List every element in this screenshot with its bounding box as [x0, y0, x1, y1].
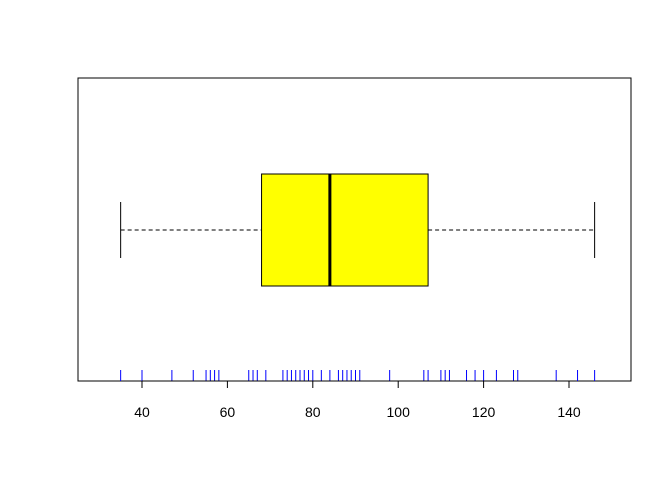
whisker-layer	[120, 202, 596, 258]
x-axis: 40 60 80 100 120 140	[134, 380, 581, 420]
x-tick-label: 80	[305, 404, 321, 420]
x-tick-label: 120	[472, 404, 496, 420]
rug-layer	[120, 370, 596, 381]
x-tick-label: 60	[220, 404, 236, 420]
box-layer	[261, 173, 429, 287]
iqr-box	[261, 173, 429, 287]
x-tick-label: 140	[557, 404, 581, 420]
x-tick-label: 40	[134, 404, 150, 420]
x-tick-label: 100	[387, 404, 411, 420]
